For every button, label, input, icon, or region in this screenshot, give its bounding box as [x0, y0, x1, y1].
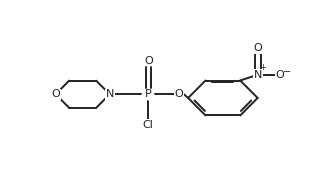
Text: O: O	[51, 89, 60, 99]
Text: N: N	[254, 69, 262, 80]
Text: +: +	[260, 63, 266, 72]
Text: O: O	[275, 69, 284, 80]
Text: O: O	[175, 89, 184, 99]
Text: P: P	[145, 89, 152, 99]
Text: N: N	[106, 89, 114, 99]
Text: −: −	[283, 67, 291, 77]
Text: Cl: Cl	[143, 120, 154, 130]
Text: O: O	[144, 56, 153, 66]
Text: O: O	[253, 43, 262, 53]
